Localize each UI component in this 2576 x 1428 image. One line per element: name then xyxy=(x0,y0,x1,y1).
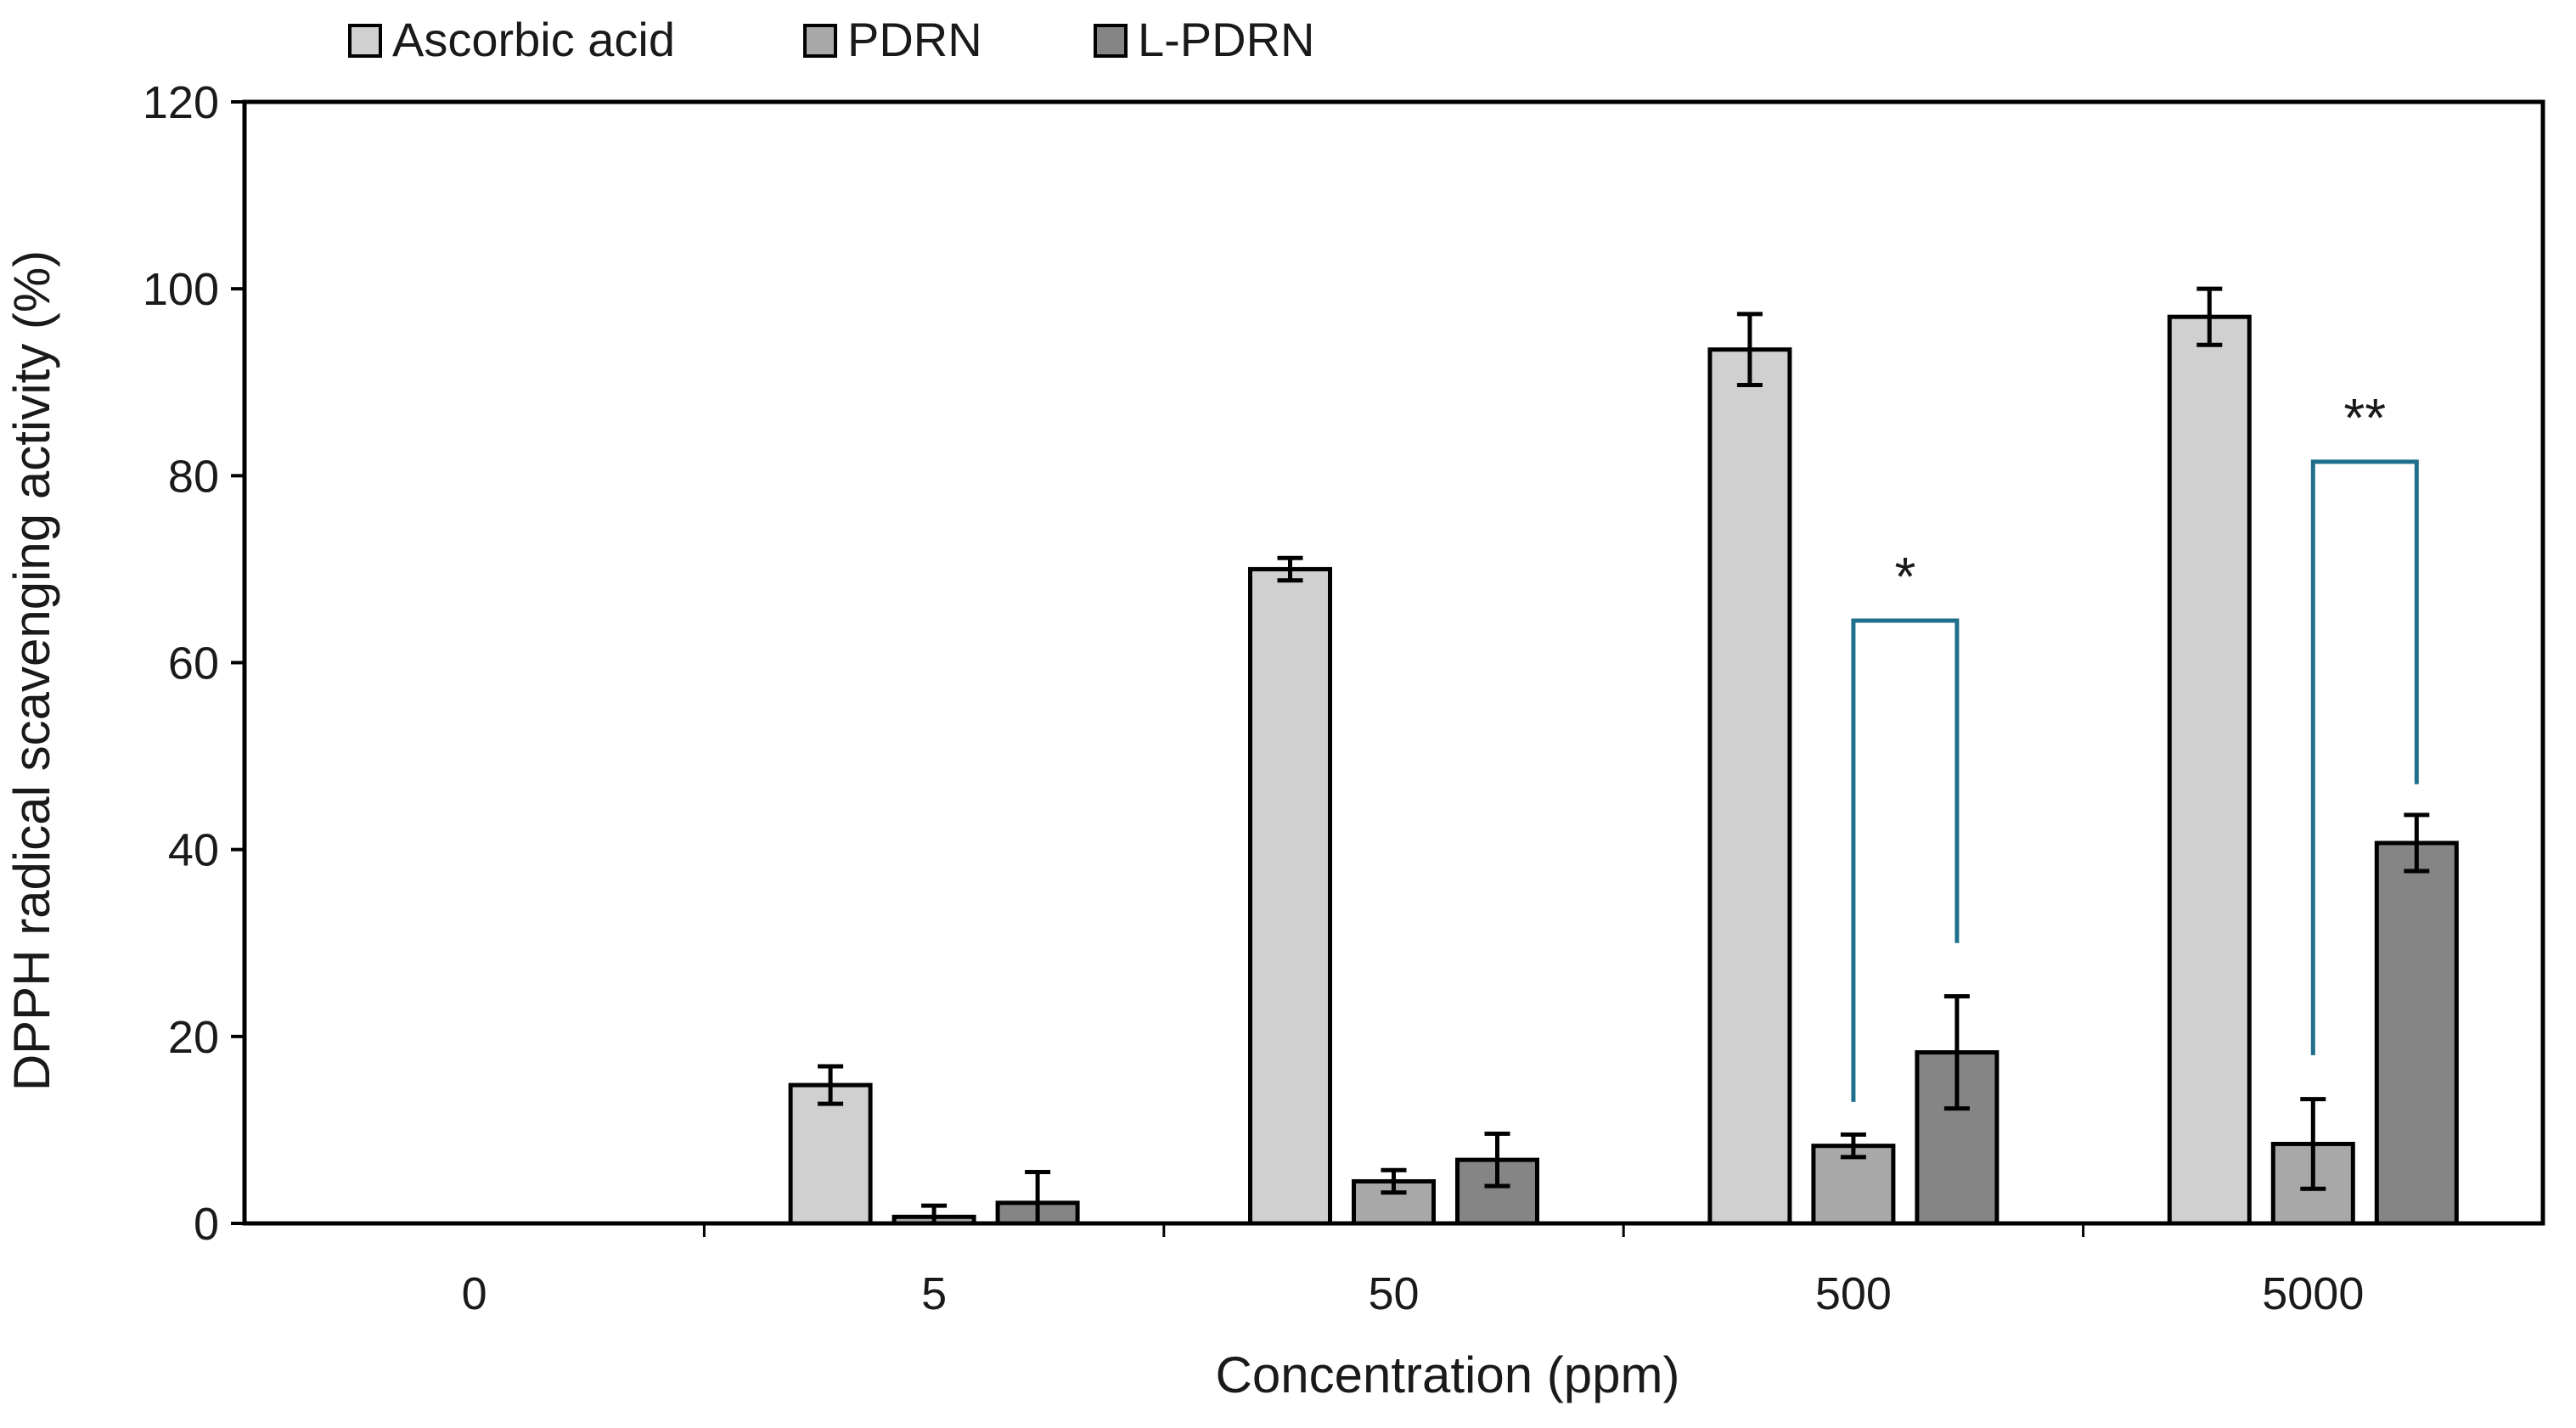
legend-swatch xyxy=(1094,24,1128,58)
legend-swatch xyxy=(803,24,837,58)
x-axis-title: Concentration (ppm) xyxy=(1216,1346,1680,1403)
y-tick-label: 60 xyxy=(168,638,219,689)
error-bar-pdrn-500 xyxy=(1840,1132,1866,1160)
x-tick-label-500: 500 xyxy=(1815,1268,1892,1319)
bar-ascorbic-acid-50 xyxy=(1248,566,1332,1226)
bracket-line xyxy=(1851,618,1960,1102)
significance-label: ** xyxy=(2343,387,2386,448)
bar-l-pdrn-5000 xyxy=(2374,840,2459,1226)
y-tick-label: 20 xyxy=(168,1012,219,1063)
bars xyxy=(788,314,2459,1226)
significance-bracket-5000: ** xyxy=(2310,387,2419,1055)
bracket-line xyxy=(2310,459,2419,1055)
legend-swatch xyxy=(348,24,382,58)
error-bar-l-pdrn-50 xyxy=(1484,1131,1510,1189)
error-bar-ascorbic-acid-5 xyxy=(818,1064,844,1106)
significance-label: * xyxy=(1894,546,1915,607)
y-tick-label: 100 xyxy=(143,264,219,315)
error-bar-ascorbic-acid-500 xyxy=(1736,312,1763,388)
y-axis-title: DPPH radical scavenging activity (%) xyxy=(3,250,60,1091)
y-tick-label: 0 xyxy=(194,1199,219,1250)
error-bar-ascorbic-acid-5000 xyxy=(2196,286,2223,347)
legend-item-ascorbic-acid: Ascorbic acid xyxy=(348,13,675,66)
legend-item-pdrn: PDRN xyxy=(803,13,982,66)
error-bar-l-pdrn-500 xyxy=(1943,993,1970,1111)
y-tick-label: 80 xyxy=(168,451,219,502)
legend-label: PDRN xyxy=(847,13,982,66)
legend-item-l-pdrn: L-PDRN xyxy=(1094,13,1314,66)
x-tick-label-5000: 5000 xyxy=(2262,1268,2364,1319)
significance-brackets: *** xyxy=(1851,387,2419,1102)
x-tick-label-50: 50 xyxy=(1368,1268,1419,1319)
legend: Ascorbic acid PDRN L-PDRN xyxy=(348,13,1314,66)
bar-ascorbic-acid-5000 xyxy=(2167,314,2252,1226)
axes: 0 20 40 60 80 100 120 0 5 50 500 5000 xyxy=(143,77,2545,1319)
error-bar-pdrn-50 xyxy=(1381,1167,1407,1195)
legend-label: Ascorbic acid xyxy=(392,13,675,66)
x-tick-label-5: 5 xyxy=(921,1268,947,1319)
significance-bracket-500: * xyxy=(1851,546,1960,1102)
legend-label: L-PDRN xyxy=(1138,13,1314,66)
bar-ascorbic-acid-500 xyxy=(1707,347,1792,1226)
y-tick-label: 40 xyxy=(168,825,219,876)
error-bar-pdrn-5000 xyxy=(2300,1097,2326,1191)
error-bar-ascorbic-acid-50 xyxy=(1277,555,1303,583)
x-tick-label-0: 0 xyxy=(462,1268,487,1319)
y-tick-label: 120 xyxy=(143,77,219,128)
error-bar-l-pdrn-5000 xyxy=(2404,812,2430,874)
